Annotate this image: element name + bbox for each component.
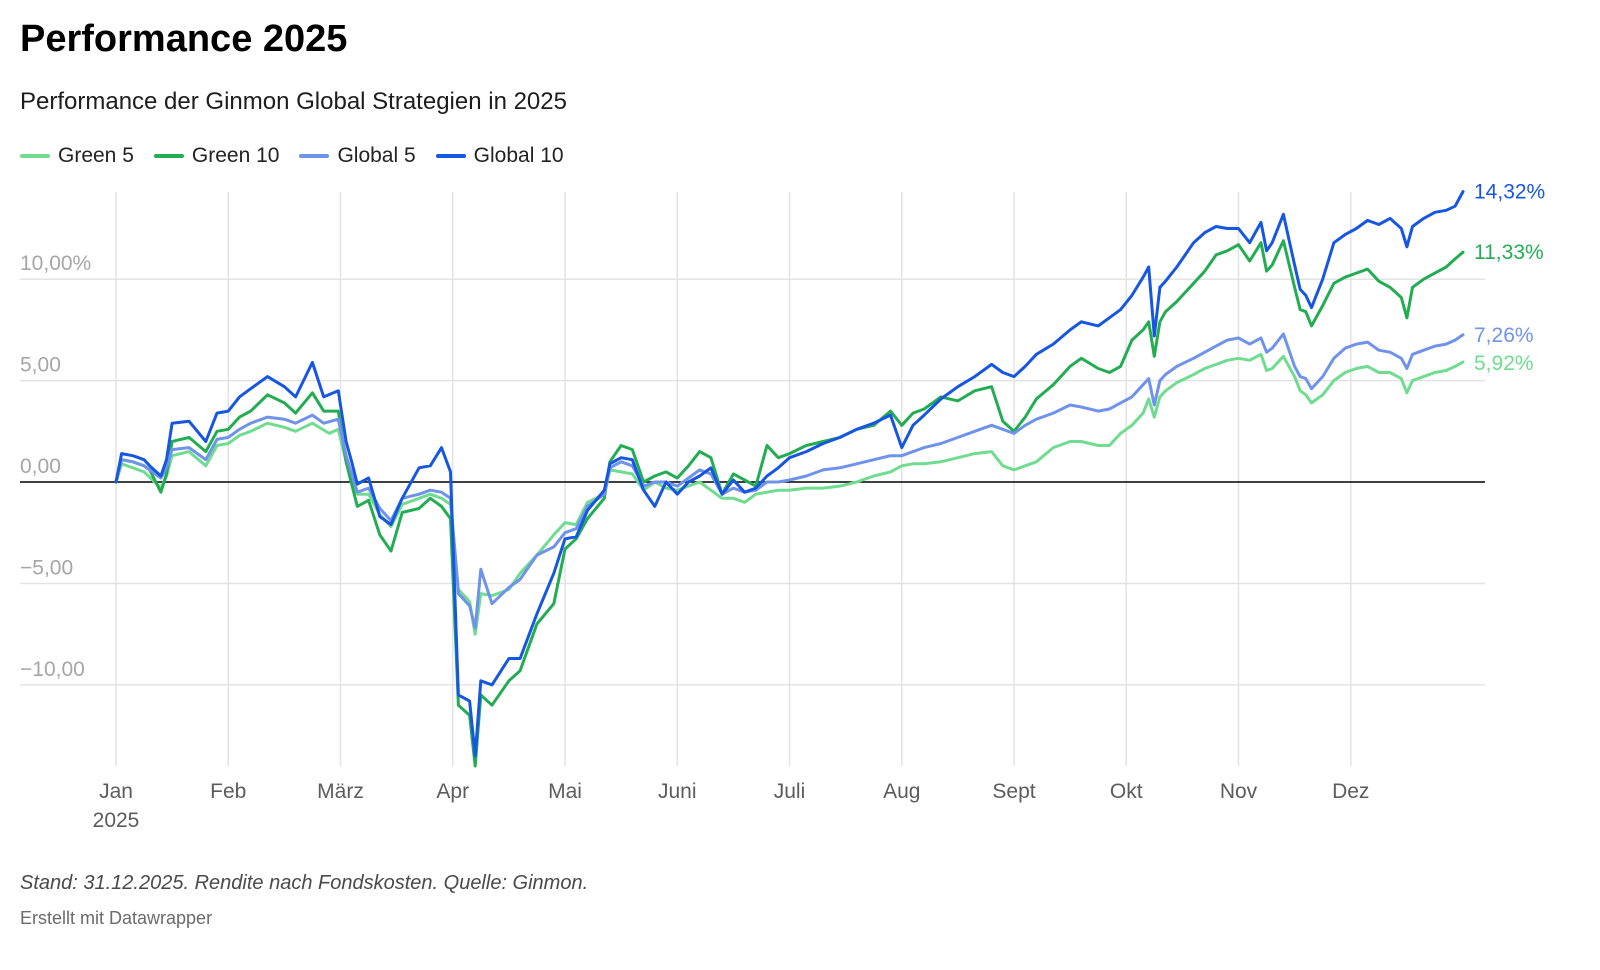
x-tick-label-4: Mai xyxy=(548,780,582,803)
y-tick-label-3: −5,00 xyxy=(20,556,73,579)
x-tick-label-7: Aug xyxy=(883,780,920,803)
series-line-global10 xyxy=(114,190,1465,758)
x-tick-label-8: Sept xyxy=(992,780,1035,803)
line-chart: Jan 2025 Feb März Apr Mai Juni Juli Aug Sept Okt No… xyxy=(20,181,1545,832)
end-label-green5: 5,92% xyxy=(1474,352,1534,375)
x-tick-label-5: Juni xyxy=(658,780,697,803)
legend-item-global-5[interactable]: Global 5 xyxy=(299,144,416,168)
legend-swatch-green-5 xyxy=(20,154,50,158)
y-tick-label-2: 0,00 xyxy=(20,455,61,478)
x-tick-label-0: Jan xyxy=(99,780,133,803)
x-tick-label-10: Nov xyxy=(1220,780,1258,803)
datawrapper-credit: Erstellt mit Datawrapper xyxy=(20,908,213,928)
x-tick-label-3: Apr xyxy=(436,780,469,803)
legend-label-global-10: Global 10 xyxy=(473,144,564,167)
legend-swatch-global-5 xyxy=(299,154,330,158)
source-note: Stand: 31.12.2025. Rendite nach Fondskos… xyxy=(20,872,589,894)
x-tick-label-9: Okt xyxy=(1110,780,1143,803)
x-tick-label-2: März xyxy=(317,780,364,803)
end-label-global5: 7,26% xyxy=(1474,324,1534,347)
end-label-global10: 14,32% xyxy=(1474,181,1545,204)
legend-label-green-5: Green 5 xyxy=(58,144,134,167)
legend-label-global-5: Global 5 xyxy=(337,144,416,167)
legend-label-green-10: Green 10 xyxy=(191,144,280,167)
chart-subtitle: Performance der Ginmon Global Strategien… xyxy=(20,88,567,115)
legend-swatch-global-10 xyxy=(435,154,466,158)
chart-title: Performance 2025 xyxy=(20,18,348,60)
x-tick-label-11: Dez xyxy=(1332,780,1369,803)
x-tick-label-1: Feb xyxy=(210,780,246,803)
legend-item-green-5[interactable]: Green 5 xyxy=(20,144,134,168)
series-line-global5 xyxy=(114,332,1465,630)
chart-legend: Green 5 Green 10 Global 5 Global 10 xyxy=(20,144,564,168)
y-tick-label-0: 10,00% xyxy=(20,252,91,275)
y-tick-label-4: −10,00 xyxy=(20,658,85,681)
legend-item-global-10[interactable]: Global 10 xyxy=(435,144,564,168)
x-tick-label-6: Juli xyxy=(774,780,806,803)
y-tick-label-1: 5,00 xyxy=(20,354,61,377)
end-label-green10: 11,33% xyxy=(1474,241,1544,264)
x-tick-sublabel-0: 2025 xyxy=(93,809,140,832)
legend-swatch-green-10 xyxy=(153,154,184,158)
legend-item-green-10[interactable]: Green 10 xyxy=(153,144,280,168)
